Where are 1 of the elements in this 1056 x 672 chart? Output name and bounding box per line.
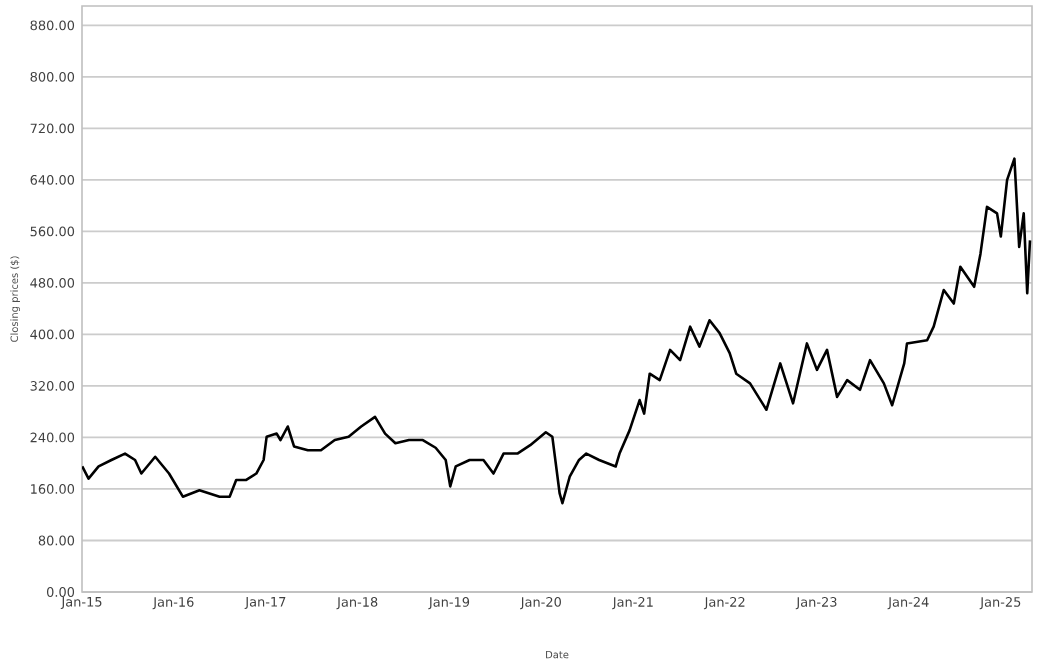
line-series	[82, 157, 1032, 505]
